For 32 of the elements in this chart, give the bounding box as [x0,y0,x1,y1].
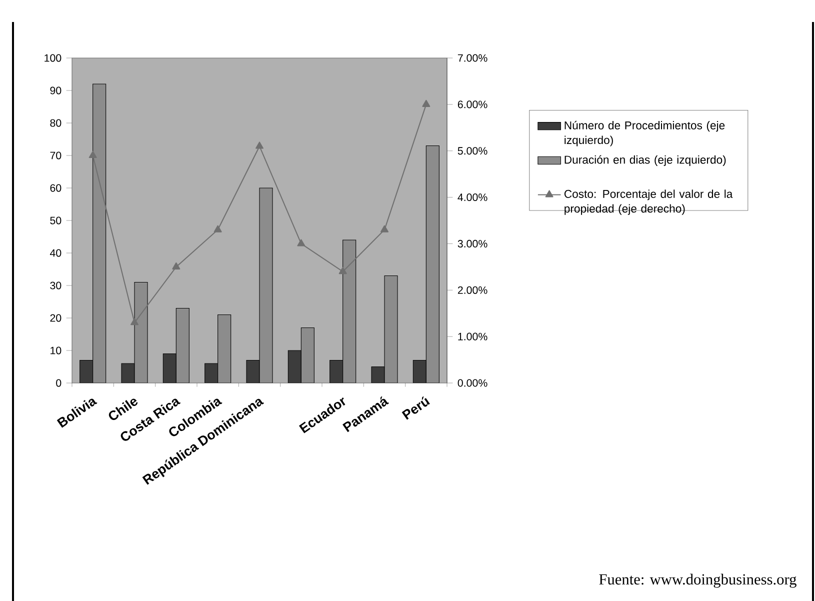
y-tick-label: 40 [50,249,62,257]
point [297,239,306,246]
legend-label: Costo: Porcentaje del valor de la propiedad (eje derecho) [564,190,733,215]
point [172,262,180,270]
legend-label: Número de Procedimientos (eje izquierdo) [564,120,725,146]
point [214,225,222,232]
y2-tick-label: 6.00% [458,100,488,108]
y-tick-label: 10 [50,346,62,354]
y2-tick-label: 1.00% [458,332,488,340]
y2-tick-label: 4.00% [458,194,488,202]
y-tick-label: 60 [50,184,62,192]
point [422,100,430,107]
y-tick-label: 50 [50,216,62,224]
y-tick-label: 80 [50,119,62,127]
source-note: Fuente: www.doingbusiness.org [599,574,796,588]
y2-tick-label: 2.00% [458,286,488,294]
y-tick-label: 90 [50,86,62,94]
y-tick-label: 30 [50,282,62,290]
y-tick-label: 70 [50,152,62,160]
y-tick-label: 20 [50,314,62,322]
y2-tick-label: 7.00% [458,54,488,62]
y-tick-label: 0 [56,379,62,387]
point [130,318,138,326]
point [256,142,264,149]
point [88,150,97,158]
y-tick-label: 100 [44,54,62,62]
point [338,267,347,274]
y2-tick-label: 3.00% [458,240,488,248]
point [380,225,389,232]
legend-label: Duración en dias (eje izquierdo) [564,155,726,166]
y2-tick-label: 5.00% [458,147,488,155]
y2-tick-label: 0.00% [458,379,488,387]
